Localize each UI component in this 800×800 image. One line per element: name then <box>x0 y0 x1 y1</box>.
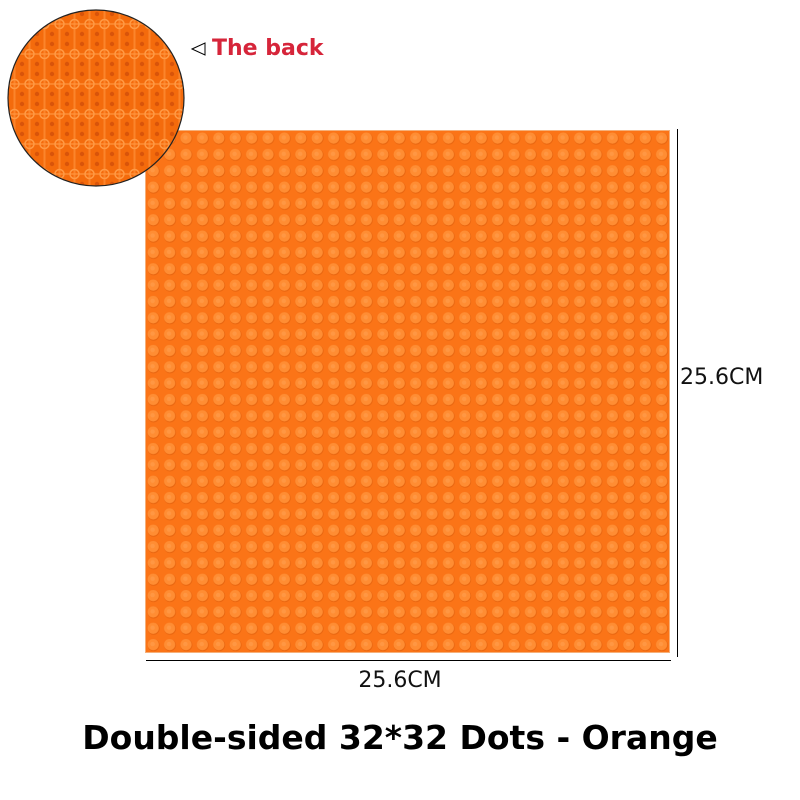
back-label: The back <box>190 36 324 61</box>
back-side-closeup <box>7 9 185 187</box>
baseplate-image <box>145 130 670 653</box>
width-dimension-line <box>146 660 671 661</box>
triangle-left-outline-icon <box>190 41 206 56</box>
height-label: 25.6CM <box>680 365 764 390</box>
back-label-text: The back <box>212 36 324 61</box>
product-caption: Double-sided 32*32 Dots - Orange <box>82 718 718 757</box>
width-label: 25.6CM <box>358 668 442 693</box>
height-dimension-line <box>677 129 678 657</box>
